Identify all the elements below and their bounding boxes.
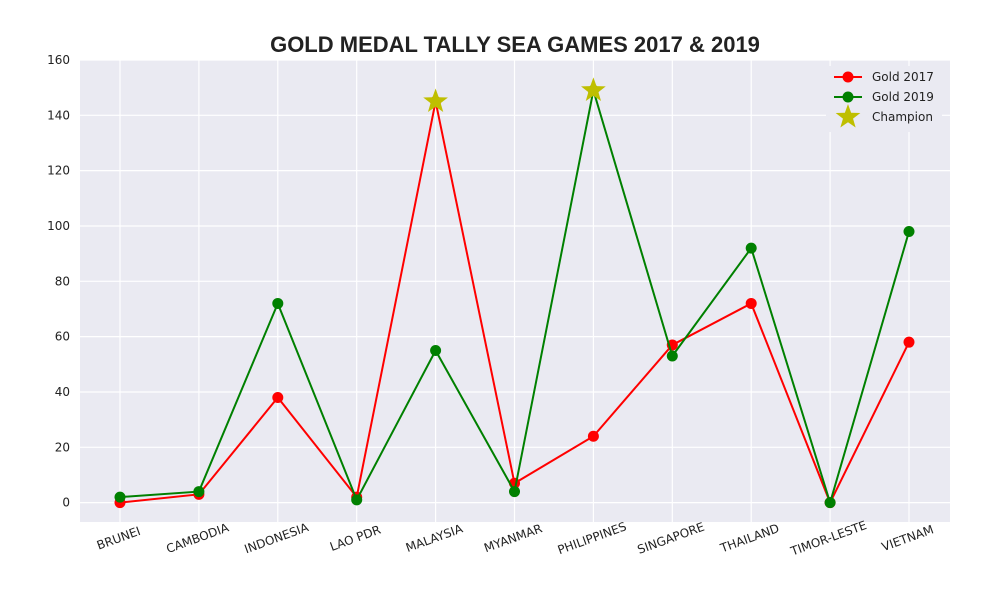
- x-tick-label: LAO PDR: [328, 523, 383, 554]
- x-tick-label: SINGAPORE: [636, 520, 707, 557]
- data-point-gold-2019: [114, 491, 126, 503]
- y-tick-label: 120: [47, 164, 70, 178]
- y-tick-label: 80: [55, 274, 70, 288]
- champion-markers: [423, 77, 606, 113]
- x-axis-ticks: BRUNEI CAMBODIA INDONESIA LAO PDR MALAYSIA MY…: [95, 518, 936, 559]
- x-tick-label: INDONESIA: [242, 520, 311, 556]
- data-point-gold-2019: [272, 297, 284, 309]
- x-tick-label: THAILAND: [718, 521, 782, 556]
- y-tick-label: 140: [47, 108, 70, 122]
- y-axis-ticks: 0 20 40 60 80 100 120 140 160: [47, 53, 70, 510]
- grid-lines: [80, 59, 950, 522]
- legend-marker-gold-2017: [842, 71, 854, 83]
- legend-label-gold-2017: Gold 2017: [872, 70, 934, 84]
- x-tick-label: PHILIPPINES: [556, 519, 629, 557]
- data-point-gold-2019: [824, 497, 836, 509]
- data-point-gold-2017: [745, 297, 757, 309]
- x-tick-label: MYANMAR: [482, 521, 544, 555]
- legend: Gold 2017 Gold 2019 Champion: [826, 66, 942, 132]
- y-tick-label: 0: [62, 496, 70, 510]
- data-point-gold-2019: [430, 344, 442, 356]
- y-tick-label: 100: [47, 219, 70, 233]
- data-point-gold-2019: [193, 486, 205, 498]
- legend-label-champion: Champion: [872, 110, 933, 124]
- data-point-gold-2017: [587, 430, 599, 442]
- data-point-gold-2019: [509, 486, 520, 498]
- y-tick-label: 20: [55, 440, 70, 454]
- legend-marker-gold-2019: [842, 91, 854, 103]
- x-tick-label: VIETNAM: [880, 522, 936, 554]
- champion-star-icon: [581, 77, 606, 101]
- x-tick-label: BRUNEI: [95, 524, 143, 553]
- series-layer: [114, 84, 915, 509]
- x-tick-label: TIMOR-LESTE: [788, 518, 869, 559]
- y-tick-label: 160: [47, 53, 70, 67]
- y-tick-label: 40: [55, 385, 70, 399]
- legend-label-gold-2019: Gold 2019: [872, 90, 934, 104]
- data-point-gold-2019: [745, 242, 757, 254]
- chart-title: GOLD MEDAL TALLY SEA GAMES 2017 & 2019: [270, 32, 760, 57]
- champion-star-icon: [423, 88, 448, 113]
- data-point-gold-2017: [272, 392, 284, 404]
- data-point-gold-2017: [903, 336, 915, 348]
- x-tick-label: CAMBODIA: [164, 520, 231, 556]
- x-tick-label: MALAYSIA: [404, 521, 465, 555]
- data-point-gold-2019: [666, 350, 678, 362]
- data-point-gold-2019: [351, 494, 363, 506]
- y-tick-label: 60: [55, 330, 70, 344]
- legend-star-champion-icon: [835, 104, 861, 128]
- data-point-gold-2019: [903, 226, 915, 238]
